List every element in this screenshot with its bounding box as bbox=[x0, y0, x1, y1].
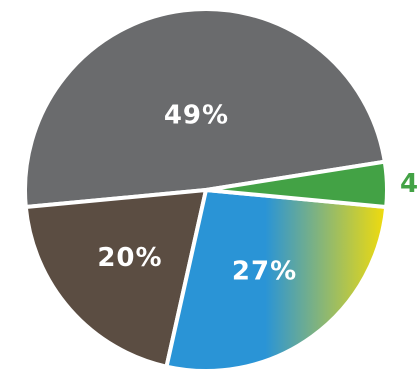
pie-labels: 49% 20% 27% 4% bbox=[97, 101, 418, 287]
slice-49-label: 49% bbox=[164, 101, 229, 131]
slice-4-label: 4% bbox=[400, 169, 418, 199]
slice-27-label: 27% bbox=[232, 257, 297, 287]
slice-49 bbox=[23, 6, 387, 210]
slice-27 bbox=[164, 188, 389, 373]
pie-slices bbox=[23, 6, 389, 373]
slice-20 bbox=[23, 188, 208, 369]
slice-20-label: 20% bbox=[97, 243, 162, 273]
slice-4 bbox=[204, 159, 389, 210]
